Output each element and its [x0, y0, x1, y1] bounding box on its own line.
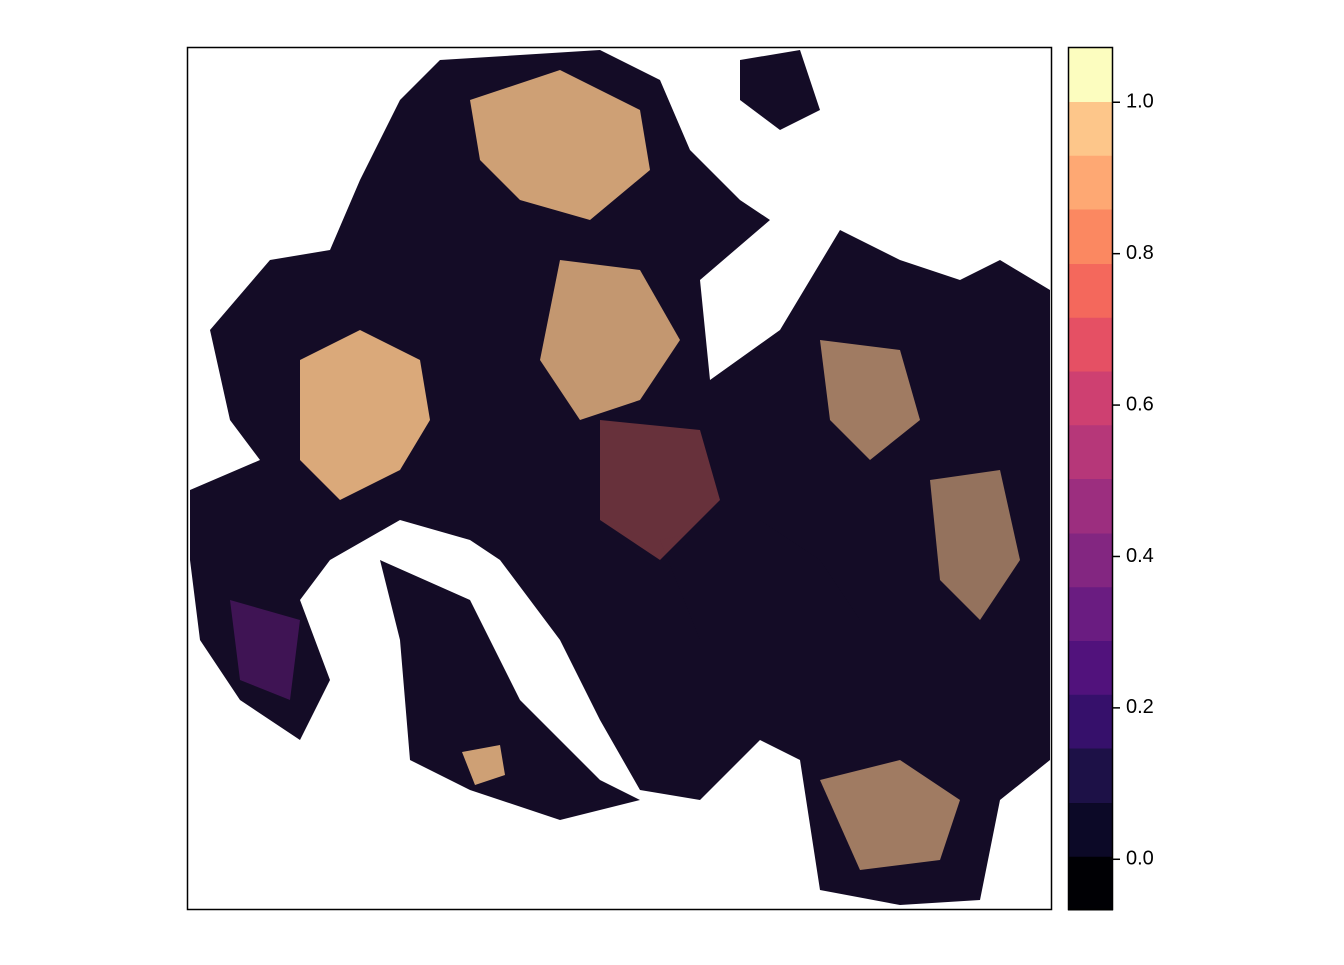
- colorbar-band: [1068, 155, 1113, 210]
- colorbar-band: [1068, 424, 1113, 479]
- colorbar-band: [1068, 640, 1113, 695]
- colorbar-band: [1068, 856, 1113, 911]
- colorbar-tick-label: 0.8: [1126, 242, 1154, 264]
- raster-area: [660, 520, 860, 700]
- colorbar-tick-label: 0.6: [1126, 393, 1154, 415]
- colorbar-band: [1068, 371, 1113, 426]
- colorbar-frame: [1067, 46, 1114, 911]
- colorbar: 0.0 0.2 0.4 0.6 0.8 1.0: [1067, 46, 1154, 911]
- colorbar-band: [1068, 586, 1113, 642]
- colorbar-band: [1068, 694, 1113, 749]
- raster-patch: [820, 760, 960, 870]
- raster-area: [740, 50, 820, 130]
- raster-area: [190, 50, 1050, 905]
- raster-patch: [462, 745, 505, 785]
- colorbar-band: [1068, 533, 1113, 588]
- map-frame: [186, 46, 1053, 911]
- colorbar-band: [1068, 209, 1113, 265]
- colorbar-band: [1068, 478, 1113, 534]
- colorbar-tick-label: 0.0: [1126, 848, 1154, 870]
- raster-area: [380, 560, 640, 820]
- colorbar-band: [1068, 802, 1113, 857]
- raster-patch: [820, 340, 920, 460]
- raster-patch: [600, 420, 720, 560]
- colorbar-tick-label: 0.4: [1126, 545, 1154, 567]
- raster-patch: [300, 330, 430, 500]
- colorbar-band: [1068, 101, 1113, 156]
- colorbar-band: [1068, 263, 1113, 318]
- colorbar-tick-label: 1.0: [1126, 91, 1154, 113]
- colorbar-band: [1068, 47, 1113, 103]
- raster-patch: [470, 70, 650, 220]
- raster-patch: [230, 600, 300, 700]
- raster-patch: [540, 260, 680, 420]
- colorbar-tick-label: 0.2: [1126, 696, 1154, 718]
- raster-patch: [930, 470, 1020, 620]
- raster-map: [190, 50, 1050, 905]
- colorbar-band: [1068, 317, 1113, 372]
- colorbar-band: [1068, 747, 1113, 804]
